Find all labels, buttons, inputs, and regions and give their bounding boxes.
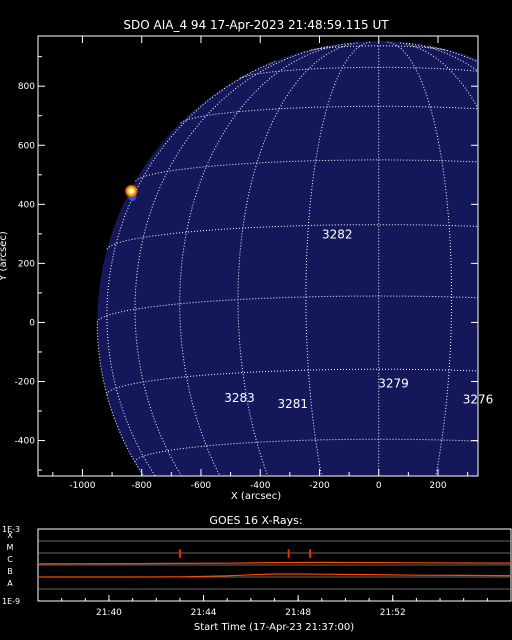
latitude-grid-line <box>106 224 478 250</box>
goes-x-tick-label: 21:48 <box>285 608 311 618</box>
active-region-label: 3283 <box>224 391 255 405</box>
solar-y-axis-label: Y (arcsec) <box>0 231 9 282</box>
goes-flux-curve <box>37 561 512 565</box>
active-region-label: 3282 <box>322 227 353 241</box>
y-tick-label: 400 <box>18 200 35 210</box>
goes-title: GOES 16 X-Rays: <box>209 514 302 527</box>
solar-disk <box>97 41 478 476</box>
x-tick-label: -800 <box>131 481 152 491</box>
solar-axes: -1000 -800 -600 -400 -200 0 200 -400 -200 0 200 400… <box>15 36 478 491</box>
latitude-grid-line <box>311 45 447 51</box>
flare-class-label: M <box>7 543 14 552</box>
solar-disk-layer <box>96 41 512 512</box>
goes-flux-curve <box>38 573 512 578</box>
active-region-label: 3276 <box>463 393 494 407</box>
latitude-grid-line <box>106 368 478 395</box>
longitude-grid-line <box>305 41 372 476</box>
x-tick-label: -200 <box>309 481 330 491</box>
solar-image-panel: SDO AIA_4 94 17-Apr-2023 21:48:59.115 UT… <box>0 18 512 512</box>
active-region-labels: 328232833281327932763 <box>224 227 494 411</box>
y-tick-label: -200 <box>15 378 36 388</box>
goes-x-tick-label: 21:52 <box>380 608 406 618</box>
longitude-grid-line <box>386 41 453 476</box>
longitude-grid-line <box>134 46 329 476</box>
goes-x-tick-label: 21:40 <box>96 608 122 618</box>
x-tick-label: -400 <box>250 481 271 491</box>
x-tick-label: -600 <box>191 481 212 491</box>
goes-x-axis-label: Start Time (17-Apr-23 21:37:00) <box>194 622 354 633</box>
y-tick-label: 200 <box>18 259 35 269</box>
active-region-label: 3281 <box>278 397 309 411</box>
flare-class-label: B <box>7 567 13 576</box>
flare-core <box>128 188 134 194</box>
x-tick-label: 200 <box>429 481 446 491</box>
y-tick-label: 600 <box>18 141 35 151</box>
latitude-grid-line <box>96 295 478 323</box>
latitude-grid-line <box>180 501 512 512</box>
flare-class-label: A <box>7 579 13 588</box>
y-tick-label: 800 <box>18 82 35 92</box>
flare-class-label: C <box>7 555 13 564</box>
plot-frame <box>37 35 479 477</box>
goes-y-tick-top: 1E-3 <box>2 525 20 534</box>
latitude-grid-line <box>135 159 478 182</box>
goes-x-tick-label: 21:44 <box>191 608 217 618</box>
goes-y-tick-bottom: 1E-9 <box>2 597 20 606</box>
y-tick-label: -400 <box>15 437 36 447</box>
active-region-label: 3279 <box>378 376 409 390</box>
flare-class-label: X <box>7 531 13 540</box>
y-tick-label: 0 <box>29 318 35 328</box>
x-tick-label: -1000 <box>69 481 95 491</box>
x-tick-label: 0 <box>376 481 382 491</box>
solar-x-axis-label: X (arcsec) <box>231 491 281 502</box>
solar-image-title: SDO AIA_4 94 17-Apr-2023 21:48:59.115 UT <box>123 18 389 32</box>
